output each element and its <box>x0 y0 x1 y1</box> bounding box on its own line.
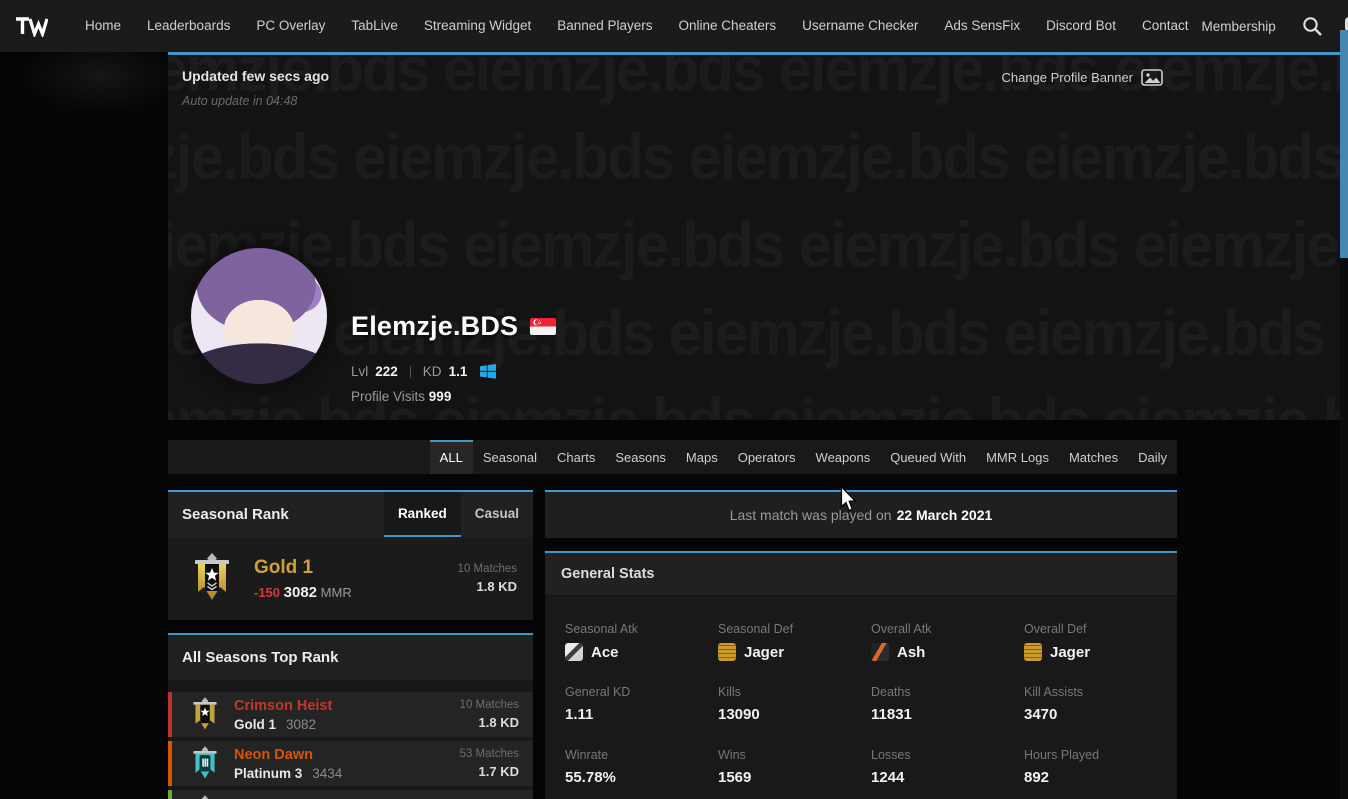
tab-mmr-logs[interactable]: MMR Logs <box>986 450 1049 465</box>
tab-maps[interactable]: Maps <box>685 450 718 465</box>
operator-jager-icon <box>1024 643 1042 661</box>
season-kd: 1.8 KD <box>478 715 519 730</box>
windows-platform-icon <box>480 364 497 379</box>
change-profile-banner-button[interactable]: Change Profile Banner <box>1001 69 1163 86</box>
general-stats-panel: General Stats Seasonal Atk Ace Seasonal … <box>545 551 1177 799</box>
stat-seasonal-def: Seasonal Def Jager <box>718 622 794 661</box>
tab-queued-with[interactable]: Queued With <box>890 450 967 465</box>
tab-weapons[interactable]: Weapons <box>815 450 871 465</box>
gold-rank-badge-icon <box>190 696 220 734</box>
operator-ace-icon <box>565 643 583 661</box>
tab-seasonal[interactable]: Seasonal <box>482 450 538 465</box>
level-label: Lvl <box>351 364 369 379</box>
stat-winrate: Winrate 55.78% <box>565 748 616 786</box>
season-row-crimson-heist[interactable]: Crimson Heist Gold 1 3082 10 Matches 1.8 … <box>168 692 533 737</box>
tab-operators[interactable]: Operators <box>737 450 796 465</box>
last-match-banner: Last match was played on 22 March 2021 <box>545 492 1177 538</box>
gold-rank-badge-icon <box>195 552 229 600</box>
general-stats-title: General Stats <box>561 566 655 582</box>
season-row-shadow-legacy[interactable]: Shadow Legacy <box>168 790 533 799</box>
top-rank-title: All Seasons Top Rank <box>182 649 339 666</box>
nav-item-streaming-widget[interactable]: Streaming Widget <box>423 18 532 33</box>
kd-value: 1.1 <box>448 364 468 379</box>
seasonal-kd: 1.8 KD <box>476 579 517 594</box>
toggle-ranked[interactable]: Ranked <box>383 492 461 537</box>
stat-hours-played: Hours Played 892 <box>1024 748 1100 786</box>
stat-overall-atk: Overall Atk Ash <box>871 622 932 661</box>
stat-overall-def: Overall Def Jager <box>1024 622 1091 661</box>
level-value: 222 <box>375 364 398 379</box>
singapore-flag-icon <box>530 318 557 335</box>
nav-item-discord-bot[interactable]: Discord Bot <box>1046 18 1116 33</box>
season-mmr: 3082 <box>286 716 317 732</box>
season-matches: 10 Matches <box>459 699 519 711</box>
updated-status: Updated few secs ago <box>182 68 330 84</box>
season-matches: 53 Matches <box>459 748 519 760</box>
scrollbar-track[interactable] <box>1340 52 1348 799</box>
stat-deaths: Deaths 11831 <box>871 685 912 723</box>
nav-item-pc-overlay[interactable]: PC Overlay <box>256 18 326 33</box>
mmr-label: MMR <box>320 584 352 600</box>
divider <box>409 365 411 378</box>
seasonal-rank-title: Seasonal Rank <box>182 506 289 523</box>
operator-jager-icon <box>718 643 736 661</box>
nav-item-leaderboards[interactable]: Leaderboards <box>147 18 231 33</box>
search-icon[interactable] <box>1302 15 1324 37</box>
kd-label: KD <box>422 364 442 379</box>
stat-kills: Kills 13090 <box>718 685 760 723</box>
stat-kill-assists: Kill Assists 3470 <box>1024 685 1084 723</box>
tab-matches[interactable]: Matches <box>1068 450 1119 465</box>
season-kd: 1.7 KD <box>478 764 519 779</box>
player-name: Elemzje.BDS <box>351 311 519 341</box>
nav-item-membership[interactable]: Membership <box>1201 18 1276 34</box>
seasonal-rank-panel: Seasonal Rank Ranked Casual <box>168 490 533 620</box>
tab-charts[interactable]: Charts <box>557 450 596 465</box>
season-mmr: 3434 <box>312 765 343 781</box>
nav-item-banned-players[interactable]: Banned Players <box>557 18 653 33</box>
profile-tabbar: ALL Seasonal Charts Seasons Maps Operato… <box>168 440 1177 474</box>
last-match-prefix: Last match was played on <box>729 507 892 523</box>
top-navbar: Home Leaderboards PC Overlay TabLive Str… <box>0 0 1348 52</box>
season-row-neon-dawn[interactable]: Neon Dawn Platinum 3 3434 53 Matches 1.7 … <box>168 741 533 786</box>
nav-item-online-cheaters[interactable]: Online Cheaters <box>678 18 777 33</box>
operator-ash-icon <box>871 643 889 661</box>
season-rank: Platinum 3 <box>234 765 303 781</box>
profile-banner: eiemzje.bds eiemzje.bds eiemzje.bds eiem… <box>168 52 1348 420</box>
nav-item-username-checker[interactable]: Username Checker <box>802 18 919 33</box>
nav-item-contact[interactable]: Contact <box>1141 18 1189 33</box>
scrollbar-thumb[interactable] <box>1340 30 1348 258</box>
season-name: Neon Dawn <box>234 746 313 763</box>
seasonal-matches: 10 Matches <box>457 563 517 575</box>
last-match-date: 22 March 2021 <box>896 507 993 523</box>
nav-item-home[interactable]: Home <box>85 18 122 33</box>
season-name: Crimson Heist <box>234 697 333 714</box>
stat-general-kd: General KD 1.11 <box>565 685 631 723</box>
profile-visits-label: Profile Visits <box>351 389 426 404</box>
site-logo[interactable] <box>14 15 48 37</box>
all-seasons-top-rank-panel: All Seasons Top Rank Crimson Heist Gold … <box>168 633 533 799</box>
nav-links: Home Leaderboards PC Overlay TabLive Str… <box>72 0 1201 52</box>
tab-all[interactable]: ALL <box>429 440 473 474</box>
stat-wins: Wins 1569 <box>718 748 752 786</box>
seasonal-rank-name: Gold 1 <box>254 556 314 578</box>
profile-visits-value: 999 <box>428 389 452 404</box>
tab-seasons[interactable]: Seasons <box>615 450 666 465</box>
navbar-right: Membership <box>1201 15 1348 37</box>
avatar <box>188 245 330 387</box>
nav-item-ads-sensfix[interactable]: Ads SensFix <box>944 18 1021 33</box>
nav-item-tablive[interactable]: TabLive <box>351 18 398 33</box>
image-icon <box>1141 69 1163 86</box>
tab-daily[interactable]: Daily <box>1138 450 1167 465</box>
change-profile-banner-label: Change Profile Banner <box>1001 70 1133 85</box>
season-rank: Gold 1 <box>234 716 277 732</box>
toggle-casual[interactable]: Casual <box>474 506 519 521</box>
mmr-change: -150 <box>254 584 281 600</box>
platinum-rank-badge-icon <box>190 745 220 783</box>
rank-badge-icon <box>190 794 220 799</box>
auto-update-countdown: Auto update in 04:48 <box>182 94 298 108</box>
mmr-value: 3082 <box>283 583 318 601</box>
tabstats-logo-icon <box>16 17 48 37</box>
stat-losses: Losses 1244 <box>871 748 911 786</box>
stat-seasonal-atk: Seasonal Atk Ace <box>565 622 638 661</box>
